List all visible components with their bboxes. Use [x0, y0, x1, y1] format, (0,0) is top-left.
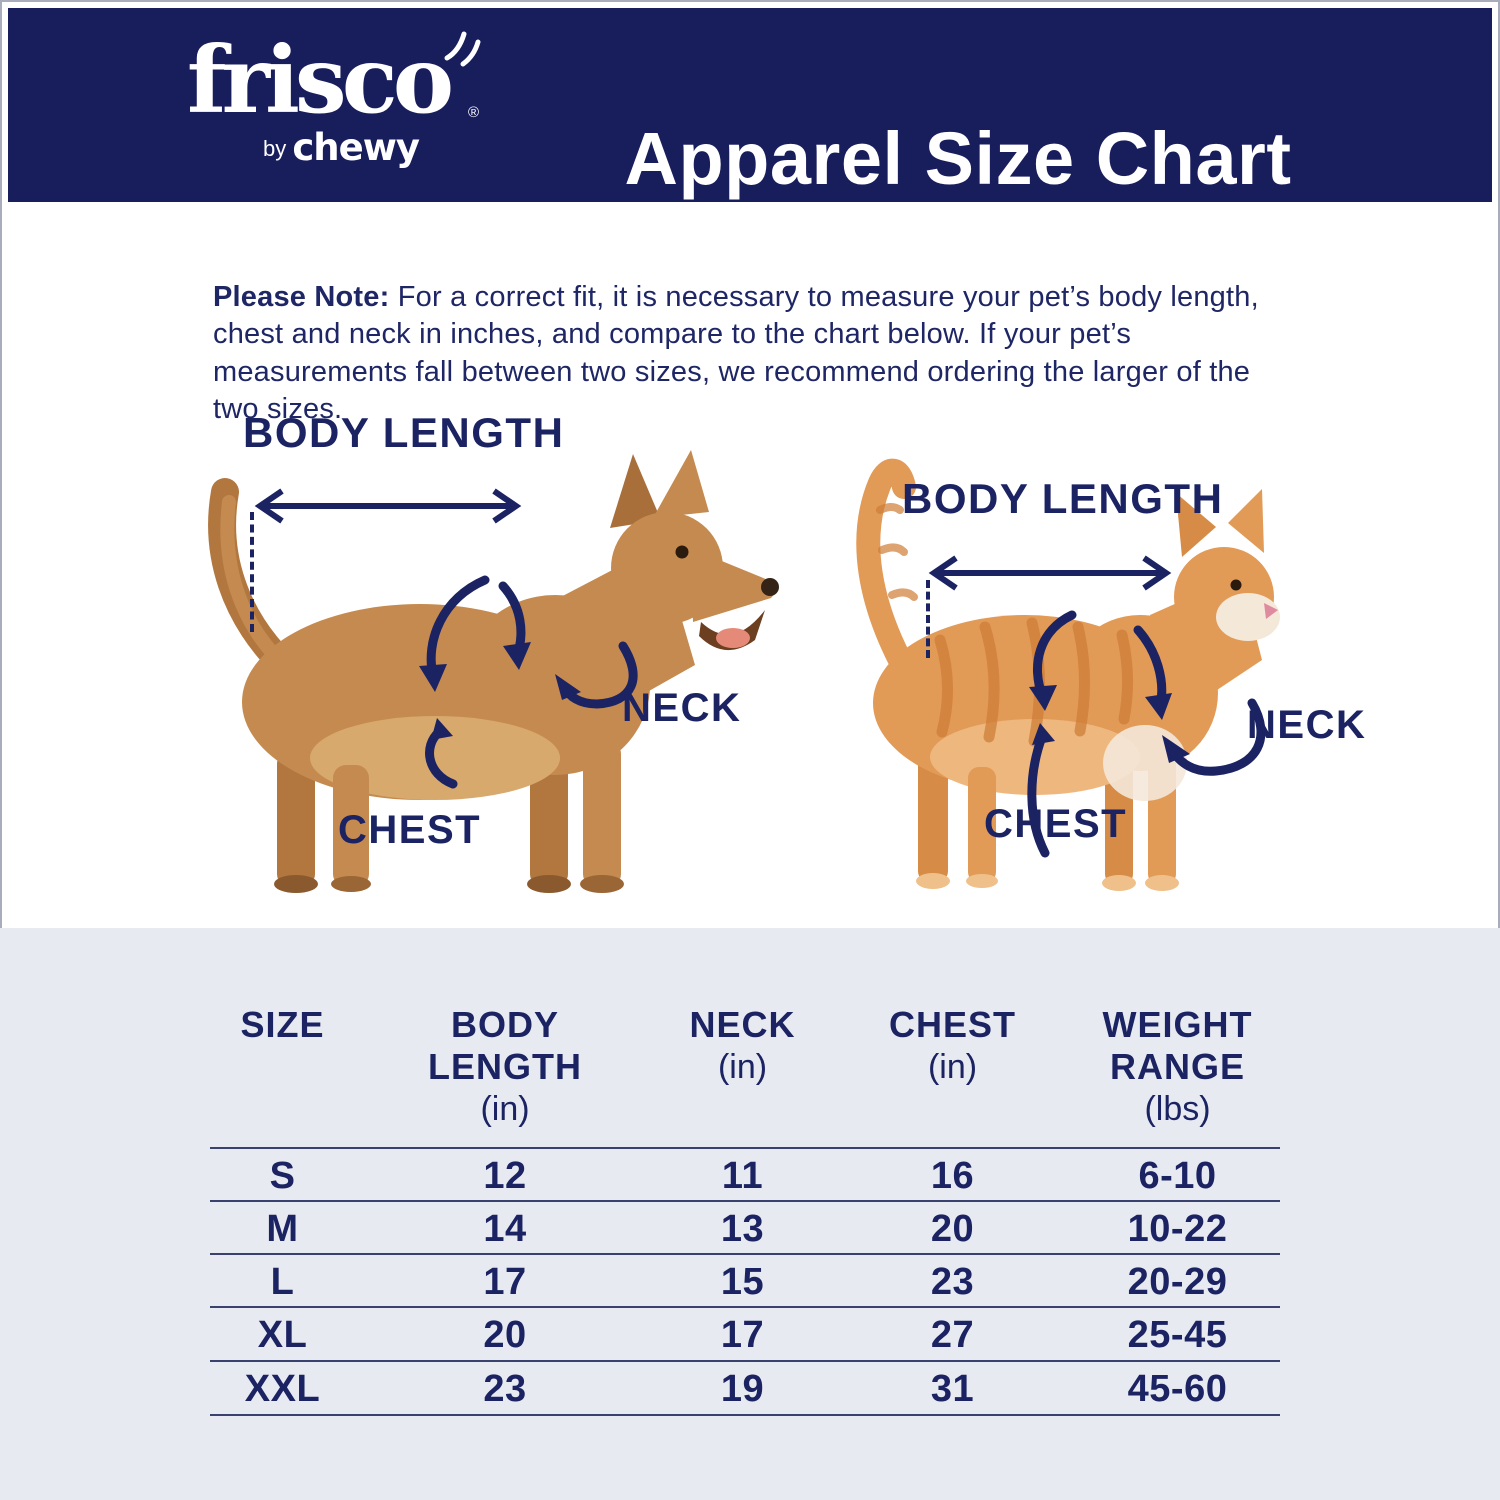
table-cell: 23 [930, 1261, 975, 1303]
table-cell: 20-29 [1127, 1261, 1228, 1303]
table-row-l: L 17 15 23 20-29 [210, 1256, 1280, 1308]
table-cell: 45-60 [1127, 1368, 1228, 1410]
cat-body-length-arrow-icon [928, 555, 1172, 591]
table-divider [210, 1414, 1280, 1416]
table-cell: 11 [721, 1155, 764, 1197]
table-cell: 15 [720, 1261, 765, 1303]
table-cell: 27 [930, 1314, 975, 1356]
table-cell: 16 [930, 1155, 975, 1197]
column-header-body-length: BODY LENGTH (in) [428, 1004, 582, 1128]
registered-mark: ® [468, 104, 480, 121]
table-cell: S [269, 1155, 296, 1197]
table-cell: 20 [930, 1208, 975, 1250]
table-divider [210, 1147, 1280, 1149]
dog-neck-label: NECK [622, 686, 742, 730]
table-cell: 14 [483, 1208, 527, 1250]
table-cell: 20 [483, 1314, 527, 1356]
table-cell: 10-22 [1127, 1208, 1228, 1250]
note-paragraph: Please Note: For a correct fit, it is ne… [213, 279, 1288, 429]
frisco-logo: frisco ® by chewy [148, 31, 488, 169]
table-cell: 25-45 [1127, 1314, 1228, 1356]
table-cell: L [270, 1261, 295, 1303]
table-cell: XL [257, 1314, 308, 1356]
byline-by: by [262, 136, 287, 161]
note-body: For a correct fit, it is necessary to me… [213, 281, 1259, 426]
column-header-weight-range: WEIGHT RANGE (lbs) [1102, 1004, 1253, 1128]
table-cell: 19 [720, 1368, 765, 1410]
table-cell: M [266, 1208, 299, 1250]
dog-body-length-arrow-icon [254, 488, 522, 524]
dog-illustration [208, 450, 779, 893]
table-cell: 17 [720, 1314, 765, 1356]
table-cell: 6-10 [1138, 1155, 1217, 1197]
table-divider [210, 1306, 1280, 1308]
table-divider [210, 1200, 1280, 1202]
column-header-chest: CHEST (in) [888, 1004, 1016, 1086]
cat-illustration [856, 458, 1280, 891]
table-row-xxl: XXL 23 19 31 45-60 [210, 1363, 1280, 1415]
dog-measure-arrowheads-icon [419, 642, 581, 740]
table-row-s: S 12 11 16 6-10 [210, 1150, 1280, 1202]
dog-chest-label: CHEST [338, 808, 482, 852]
table-cell: 31 [930, 1368, 975, 1410]
table-cell: 12 [483, 1155, 527, 1197]
chewy-wordmark: chewy [292, 126, 420, 169]
table-divider [210, 1360, 1280, 1362]
cat-body-length-label: BODY LENGTH [902, 475, 1224, 522]
dog-body-length-label: BODY LENGTH [243, 409, 565, 456]
frisco-wordmark: frisco [186, 26, 454, 134]
table-cell: 13 [720, 1208, 765, 1250]
table-row-xl: XL 20 17 27 25-45 [210, 1309, 1280, 1361]
cat-measure-arrowheads-icon [1029, 685, 1190, 763]
table-row-m: M 14 13 20 10-22 [210, 1203, 1280, 1255]
header-banner: frisco ® by chewy Apparel Size Chart [8, 8, 1492, 202]
cat-tail-base-dashed-line-icon [926, 580, 930, 658]
byline: by chewy [148, 126, 488, 169]
swoosh-icon [444, 31, 481, 67]
cat-chest-label: CHEST [984, 802, 1128, 846]
size-table-section: SIZE BODY LENGTH (in) NECK (in) CHEST (i… [0, 928, 1500, 1500]
column-header-size: SIZE [240, 1004, 325, 1045]
table-cell: 23 [483, 1368, 527, 1410]
dog-tail-base-dashed-line-icon [250, 512, 254, 632]
table-cell: 17 [483, 1261, 527, 1303]
table-cell: XXL [244, 1368, 321, 1410]
table-header-row: SIZE BODY LENGTH (in) NECK (in) CHEST (i… [210, 1004, 1280, 1130]
cat-neck-label: NECK [1247, 703, 1367, 747]
table-divider [210, 1253, 1280, 1255]
note-lead: Please Note: [213, 281, 390, 313]
column-header-neck: NECK (in) [689, 1004, 796, 1086]
page-title: Apparel Size Chart [624, 116, 1292, 200]
